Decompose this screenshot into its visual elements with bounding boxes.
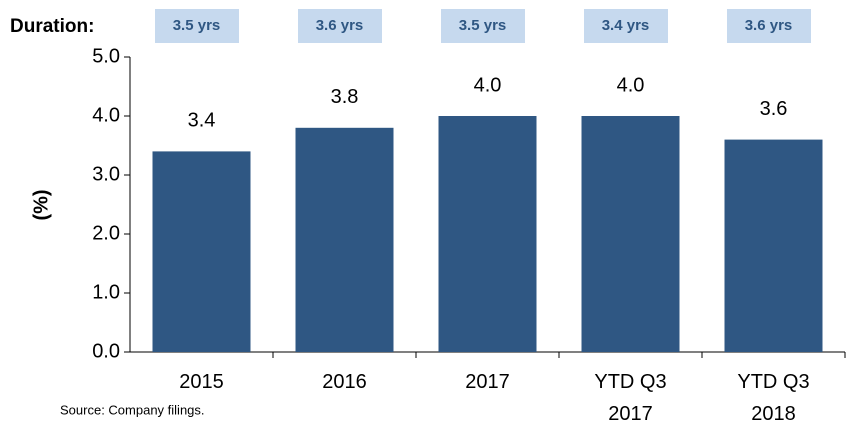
- duration-badge: 3.4 yrs: [583, 9, 668, 43]
- x-tick-label: YTD Q3 2018: [737, 371, 810, 425]
- x-tick-label: 2016: [322, 371, 367, 393]
- x-tick-label: YTD Q3 2017: [594, 371, 667, 425]
- value-label: 3.6: [760, 98, 788, 120]
- source: Source: Company filings.: [60, 402, 205, 417]
- duration-badge: 3.5 yrs: [154, 9, 239, 43]
- bar: [295, 127, 394, 352]
- duration-label: Duration:: [10, 16, 94, 37]
- value-label: 3.8: [331, 86, 359, 108]
- bar: [581, 116, 680, 352]
- y-tick-label: 1.0: [92, 281, 120, 303]
- y-tick-label: 4.0: [92, 104, 120, 126]
- bar: [724, 139, 823, 352]
- y-axis-label: (%): [30, 189, 52, 220]
- x-tick-label: 2015: [179, 371, 224, 393]
- y-tick-label: 5.0: [92, 45, 120, 67]
- bar: [438, 116, 537, 352]
- y-tick-label: 3.0: [92, 163, 120, 185]
- duration-badge: 3.5 yrs: [440, 9, 525, 43]
- value-label: 4.0: [617, 74, 645, 96]
- y-tick-label: 0.0: [92, 340, 120, 362]
- value-label: 4.0: [474, 74, 502, 96]
- duration-badge: 3.6 yrs: [297, 9, 382, 43]
- bar: [152, 151, 251, 352]
- duration-badge: 3.6 yrs: [726, 9, 811, 43]
- value-label: 3.4: [188, 110, 216, 132]
- x-tick-label: 2017: [465, 371, 510, 393]
- y-tick-label: 2.0: [92, 222, 120, 244]
